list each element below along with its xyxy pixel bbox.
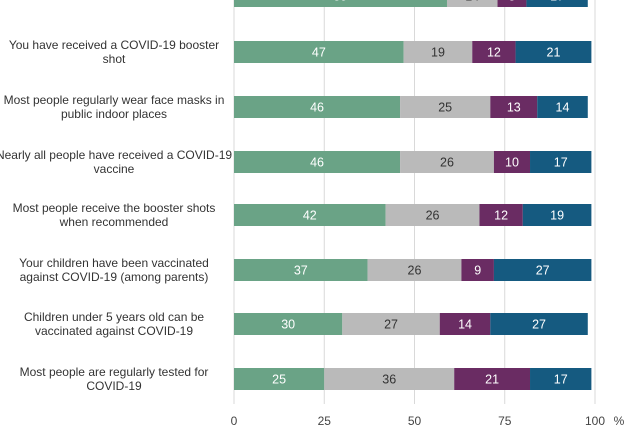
bar-value-label: 59 — [334, 0, 348, 4]
x-tick-label: 100 — [585, 414, 605, 426]
bar-segment — [522, 204, 592, 226]
x-tick-label: 50 — [408, 414, 422, 426]
bar-segment — [234, 313, 343, 335]
bar-segment — [234, 151, 401, 173]
bar-segment — [497, 0, 527, 7]
bar-value-label: 42 — [303, 209, 317, 223]
bar-value-label: 21 — [485, 373, 499, 387]
bar-value-label: 19 — [431, 46, 445, 60]
bar-segment — [439, 313, 491, 335]
category-label-line: COVID-19 — [86, 379, 142, 393]
bar-value-label: 26 — [426, 209, 440, 223]
bar-segment — [526, 0, 588, 7]
category-label-line: shot — [103, 52, 126, 66]
bar-segment — [530, 151, 592, 173]
bar-segment — [472, 41, 516, 63]
bar-value-label: 8 — [508, 0, 515, 4]
bar-segment — [537, 96, 588, 118]
bar-value-label: 37 — [294, 264, 308, 278]
bar-segment — [461, 259, 494, 281]
bar-segment — [403, 41, 473, 63]
category-label-line: Most people receive the booster shots — [13, 201, 216, 215]
bar-segment — [400, 151, 494, 173]
bar-value-label: 13 — [507, 101, 521, 115]
category-label-line: Your children have been vaccinated — [19, 256, 209, 270]
category-label: Most people receive the booster shots whe… — [13, 201, 216, 229]
x-tick-label: 0 — [231, 414, 238, 426]
bar-value-label: 14 — [556, 101, 570, 115]
x-axis-ticks: 0 25 50 75 100% — [231, 414, 625, 426]
bar-value-label: 26 — [408, 264, 422, 278]
category-label-line: Most people are regularly tested for — [20, 365, 209, 379]
bar-value-label: 14 — [465, 0, 479, 4]
bar-segment — [490, 313, 588, 335]
bar-segment — [342, 313, 440, 335]
bar-segment — [385, 204, 480, 226]
bar-value-label: 12 — [494, 209, 508, 223]
bar-value-label: 27 — [384, 318, 398, 332]
bar-value-label: 36 — [382, 373, 396, 387]
bar-segment — [234, 96, 401, 118]
bar-segment — [493, 259, 592, 281]
category-label-line: Children under 5 years old can be — [24, 310, 204, 324]
bar-value-label: 17 — [554, 373, 568, 387]
category-label-line: when recommended — [59, 215, 169, 229]
bar-value-label: 21 — [547, 46, 561, 60]
bar-value-label: 12 — [487, 46, 501, 60]
bar-value-label: 17 — [550, 0, 564, 4]
bar-value-label: 46 — [310, 101, 324, 115]
bar-segment — [479, 204, 523, 226]
category-label: Nearly all people have received a COVID-… — [0, 148, 232, 176]
bar-value-label: 30 — [281, 318, 295, 332]
bar-value-label: 27 — [536, 264, 550, 278]
bar-segment — [367, 259, 462, 281]
bar-value-label: 10 — [505, 156, 519, 170]
bar-segment — [530, 368, 592, 390]
category-label: Your children have been vaccinated agains… — [19, 256, 209, 284]
category-label: Most people are regularly tested for COVI… — [20, 365, 209, 393]
bar-segment — [234, 41, 404, 63]
category-label: You have received a COVID-19 booster shot — [9, 38, 219, 66]
bar-segment — [234, 259, 368, 281]
bar-segment — [234, 204, 386, 226]
bar-segment — [454, 368, 531, 390]
gridlines — [233, 0, 596, 404]
bar-segment — [493, 151, 531, 173]
x-tick-label: 75 — [498, 414, 512, 426]
category-label-line: vaccinated against COVID-19 — [35, 324, 193, 338]
bar-value-label: 9 — [474, 264, 481, 278]
bar-value-label: 26 — [440, 156, 454, 170]
x-unit-label: % — [614, 414, 625, 426]
bar-segment — [446, 0, 498, 7]
category-label: Most people regularly wear face masks in… — [4, 93, 225, 121]
bar-value-label: 17 — [554, 156, 568, 170]
bar-segment — [490, 96, 538, 118]
bar-segment — [515, 41, 592, 63]
bar-segment — [234, 368, 325, 390]
bar-value-label: 14 — [458, 318, 472, 332]
category-label-line: Most people regularly wear face masks in — [4, 93, 225, 107]
bar-value-label: 25 — [272, 373, 286, 387]
bar-value-label: 46 — [310, 156, 324, 170]
bar-value-label: 27 — [532, 318, 546, 332]
category-labels: You have received a COVID-19 vaccine You … — [0, 0, 232, 393]
category-label-line: You have received a COVID-19 vaccine — [8, 0, 219, 3]
bar-segment — [234, 0, 447, 7]
x-tick-label: 25 — [318, 414, 332, 426]
bar-segment — [400, 96, 491, 118]
bars: 59 14 8 17 47 19 12 21 46 25 13 14 46 26 10 17 42 26 12 19 3… — [234, 0, 592, 390]
bar-value-label: 19 — [550, 209, 564, 223]
category-label: You have received a COVID-19 vaccine — [8, 0, 219, 3]
category-label: Children under 5 years old can be vaccina… — [24, 310, 204, 338]
category-label-line: against COVID-19 (among parents) — [20, 270, 209, 284]
category-label-line: Nearly all people have received a COVID-… — [0, 148, 232, 162]
category-label-line: public indoor places — [61, 107, 167, 121]
category-label-line: vaccine — [94, 162, 135, 176]
bar-value-label: 47 — [312, 46, 326, 60]
bar-value-label: 25 — [438, 101, 452, 115]
category-label-line: You have received a COVID-19 booster — [9, 38, 219, 52]
bar-segment — [324, 368, 455, 390]
